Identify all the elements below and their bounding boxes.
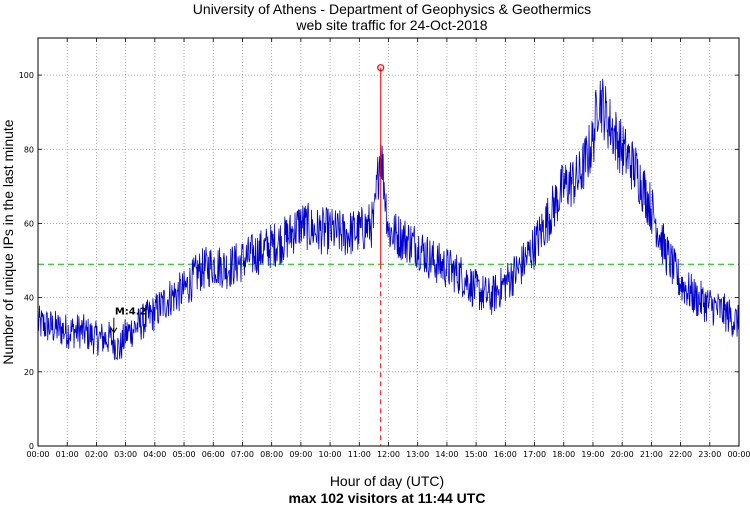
series-line-visitors [37, 78, 740, 361]
x-tick-label: 12:00 [377, 450, 400, 459]
y-tick-label: 20 [24, 368, 34, 377]
x-tick-label: 11:00 [348, 450, 371, 459]
y-axis-label: Number of unique IPs in the last minute [0, 119, 16, 364]
y-tick-label: 80 [24, 145, 34, 154]
grid-layer [38, 38, 739, 446]
x-tick-label: 05:00 [173, 450, 196, 459]
x-tick-label: 03:00 [114, 450, 137, 459]
y-tick-label: 40 [24, 294, 34, 303]
x-tick-label: 01:00 [56, 450, 79, 459]
chart-title-line-2: web site traffic for 24-Oct-2018 [295, 17, 487, 33]
x-tick-label: 02:00 [85, 450, 108, 459]
x-tick-label: 17:00 [523, 450, 546, 459]
x-tick-label: 15:00 [465, 450, 488, 459]
x-tick-label: 20:00 [611, 450, 634, 459]
y-tick-label: 100 [19, 71, 34, 80]
max-point-marker [377, 64, 385, 72]
x-tick-label: 04:00 [143, 450, 166, 459]
chart-title-line-1: University of Athens - Department of Geo… [193, 1, 591, 17]
tick-layer: 00:00 01:00 02:00 03:00 04:00 05:00 06:00 07:00… [19, 38, 750, 459]
x-tick-label: 23:00 [698, 450, 721, 459]
x-tick-label: 08:00 [260, 450, 283, 459]
x-tick-label: 09:00 [289, 450, 312, 459]
x-tick-label: 18:00 [552, 450, 575, 459]
x-tick-label: 14:00 [435, 450, 458, 459]
x-tick-label: 21:00 [640, 450, 663, 459]
x-tick-label: 16:00 [494, 450, 517, 459]
x-tick-label: 22:00 [669, 450, 692, 459]
x-tick-label: 10:00 [319, 450, 342, 459]
x-axis-label: Hour of day (UTC) [330, 473, 444, 489]
max-summary: max 102 visitors at 11:44 UTC [289, 490, 486, 506]
series-layer [37, 78, 740, 361]
annotation-layer: M:4.2 [110, 307, 147, 334]
y-tick-label: 0 [29, 442, 34, 451]
x-tick-label: 07:00 [231, 450, 254, 459]
x-tick-label: 00:00 [26, 450, 49, 459]
annotation-arrow-head [110, 327, 118, 334]
y-tick-label: 60 [24, 219, 34, 228]
annotation-label: M:4.2 [115, 307, 147, 318]
x-tick-label: 06:00 [202, 450, 225, 459]
x-tick-label: 19:00 [581, 450, 604, 459]
x-tick-label: 00:00 [727, 450, 750, 459]
max-layer [377, 64, 385, 446]
x-tick-label: 13:00 [406, 450, 429, 459]
